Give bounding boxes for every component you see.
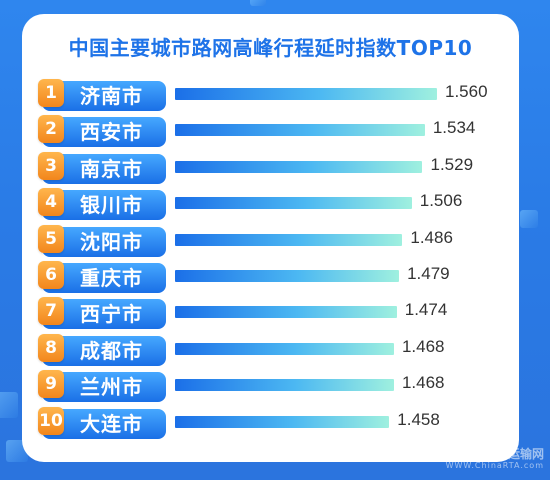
bar-row: 兰州市 9 1.468 bbox=[22, 370, 519, 403]
value-label: 1.486 bbox=[410, 227, 453, 247]
value-label: 1.560 bbox=[445, 82, 488, 101]
value-label: 1.458 bbox=[397, 409, 440, 429]
value-label: 1.468 bbox=[401, 336, 445, 356]
bar bbox=[175, 160, 423, 173]
rank-badge: 1 bbox=[38, 79, 64, 107]
rank-badge: 6 bbox=[38, 261, 64, 289]
bar-row: 南京市 3 1.529 bbox=[22, 151, 519, 184]
bar-row: 重庆市 6 1.479 bbox=[22, 261, 519, 293]
rank-badge: 8 bbox=[38, 333, 64, 362]
bar-row: 沈阳市 5 1.486 bbox=[22, 224, 519, 257]
bar bbox=[175, 124, 425, 137]
bar-rows: 济南市 1 1.560 西安市 2 1.534 南京市 3 1.529 银川市 4 1.506 沈阳市 5… bbox=[22, 14, 519, 462]
bar bbox=[175, 306, 397, 319]
city-label: 兰州市 bbox=[42, 372, 166, 403]
value-label: 1.529 bbox=[430, 154, 474, 174]
watermark-text: 中国道路运输网 bbox=[459, 447, 544, 461]
bar bbox=[175, 233, 403, 246]
rank-badge: 7 bbox=[38, 297, 64, 326]
bar-row: 大连市 10 1.458 bbox=[22, 406, 519, 439]
value-label: 1.479 bbox=[407, 264, 450, 283]
rank-badge: 10 bbox=[38, 406, 64, 435]
bar-row: 银川市 4 1.506 bbox=[22, 188, 519, 221]
bar bbox=[175, 197, 412, 210]
bar bbox=[175, 379, 394, 392]
rank-badge: 5 bbox=[38, 224, 64, 253]
value-label: 1.506 bbox=[419, 191, 463, 211]
bar-row: 西安市 2 1.534 bbox=[22, 115, 519, 148]
bar bbox=[175, 415, 390, 428]
rank-badge: 9 bbox=[38, 370, 64, 399]
decorative-cube bbox=[250, 0, 266, 6]
bar bbox=[175, 342, 394, 355]
bar-row: 济南市 1 1.560 bbox=[22, 79, 519, 111]
watermark-url: WWW.ChinaRTA.com bbox=[445, 461, 544, 470]
decorative-cube bbox=[0, 392, 18, 418]
bar-row: 西宁市 7 1.474 bbox=[22, 297, 519, 330]
rank-badge: 2 bbox=[38, 115, 64, 144]
watermark: 中国道路运输网 WWW.ChinaRTA.com bbox=[446, 448, 544, 472]
value-label: 1.474 bbox=[404, 300, 448, 320]
rank-badge: 4 bbox=[38, 188, 64, 217]
bar-row: 成都市 8 1.468 bbox=[22, 333, 519, 366]
rank-badge: 3 bbox=[38, 151, 64, 180]
value-label: 1.468 bbox=[401, 373, 445, 393]
decorative-cube bbox=[520, 210, 538, 228]
chart-title: 中国主要城市路网高峰行程延时指数TOP10 bbox=[68, 36, 473, 60]
value-label: 1.534 bbox=[432, 118, 476, 138]
bar bbox=[175, 270, 400, 282]
bar bbox=[175, 88, 437, 100]
chart-card: 中国主要城市路网高峰行程延时指数TOP10 济南市 1 1.560 西安市 2 1.534… bbox=[22, 14, 519, 462]
